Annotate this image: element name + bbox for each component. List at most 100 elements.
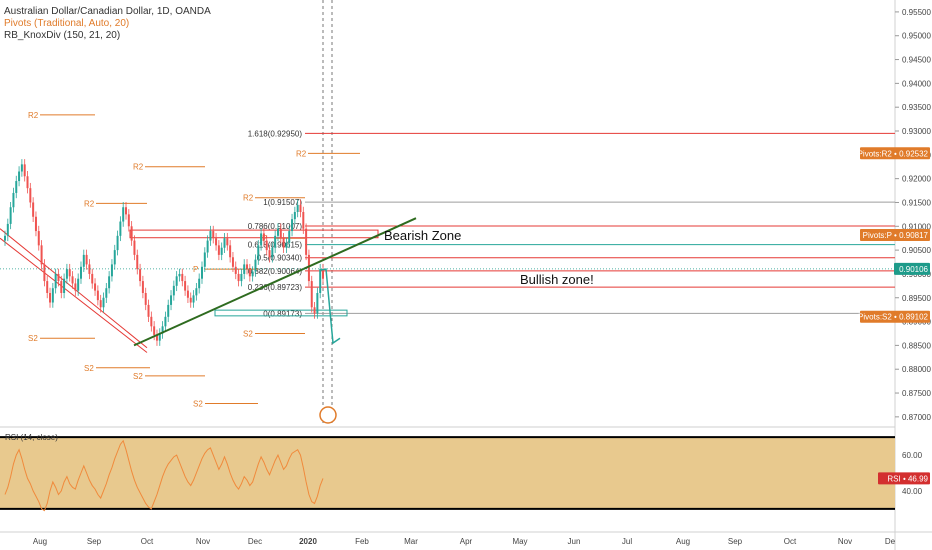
candle-body xyxy=(209,231,212,241)
rsi-tick-label: 40.00 xyxy=(902,487,923,496)
support-zone-box xyxy=(214,309,348,317)
candle-body xyxy=(68,269,71,277)
price-badge xyxy=(860,229,930,242)
candle-body xyxy=(299,204,302,212)
price-tick-label: 0.93500 xyxy=(902,103,931,112)
candle-body xyxy=(82,254,85,267)
price-tick-label: 0.89500 xyxy=(902,294,931,303)
candle-body xyxy=(246,264,249,270)
price-badge-label: Pivots:S2 • 0.89102 xyxy=(858,313,929,322)
candle-body xyxy=(231,257,234,267)
candle-body xyxy=(181,273,184,282)
candle-body xyxy=(279,228,282,239)
candle-body xyxy=(186,290,189,298)
candle-body xyxy=(319,269,322,293)
candle-body xyxy=(155,334,158,341)
time-tick-label: Aug xyxy=(33,537,47,546)
price-badge-label: 0.90106 xyxy=(899,265,928,274)
resistance-zone-box xyxy=(129,229,379,239)
candle-body xyxy=(20,164,23,172)
fib-level-label: 0(0.89173) xyxy=(263,309,302,318)
time-tick-label: Oct xyxy=(141,537,154,546)
price-tick-label: 0.88000 xyxy=(902,365,931,374)
candle-body xyxy=(60,281,63,293)
candle-body xyxy=(251,271,254,277)
time-tick-label: 2020 xyxy=(299,537,317,546)
candle-body xyxy=(293,212,296,220)
candle-body xyxy=(26,176,29,189)
fib-level-label: 0.786(0.91007) xyxy=(248,222,303,231)
time-tick-label: Aug xyxy=(676,537,690,546)
price-tick-label: 0.87500 xyxy=(902,389,931,398)
candle-body xyxy=(262,233,265,241)
price-tick-label: 0.88500 xyxy=(902,341,931,350)
candle-body xyxy=(105,288,108,298)
pivot-level-label: R2 xyxy=(84,199,95,208)
ascending-trendline xyxy=(133,217,417,347)
price-tick-label: 0.95500 xyxy=(902,8,931,17)
candle-body xyxy=(125,207,128,215)
price-tick-label: 0.92000 xyxy=(902,175,931,184)
pivot-level-label: S2 xyxy=(133,372,143,381)
rsi-band xyxy=(0,437,895,509)
pivot-level-label: R2 xyxy=(133,163,144,172)
candle-body xyxy=(91,273,94,284)
time-tick-label: Feb xyxy=(355,537,369,546)
candle-body xyxy=(229,245,232,258)
candle-body xyxy=(206,240,209,253)
candle-body xyxy=(130,226,133,241)
candle-body xyxy=(243,264,246,274)
pivot-level-label: S2 xyxy=(84,364,94,373)
price-badge xyxy=(894,262,930,275)
candle-body xyxy=(49,292,52,303)
fib-level-label: 1.618(0.92950) xyxy=(248,129,303,138)
time-tick-label: Mar xyxy=(404,537,418,546)
candle-body xyxy=(212,231,215,239)
candle-body xyxy=(310,281,313,308)
pivot-level-label: S2 xyxy=(193,400,203,409)
channel-line xyxy=(0,237,148,353)
pivots-indicator-label: Pivots (Traditional, Auto, 20) xyxy=(4,18,130,29)
candle-body xyxy=(313,307,316,314)
candle-body xyxy=(79,266,82,279)
fib-level-label: 0.236(0.89723) xyxy=(248,283,303,292)
knoxdiv-indicator-label: RB_KnoxDiv (150, 21, 20) xyxy=(4,30,121,41)
candle-body xyxy=(215,238,218,246)
candle-body xyxy=(18,171,21,182)
candle-body xyxy=(316,292,319,314)
candle-body xyxy=(200,266,203,279)
candle-body xyxy=(15,181,18,193)
rsi-line xyxy=(4,439,324,512)
candle-body xyxy=(217,245,220,255)
candle-body xyxy=(119,221,122,236)
candle-body xyxy=(167,304,170,317)
rsi-badge xyxy=(878,472,930,485)
candle-body xyxy=(198,278,201,289)
candle-body xyxy=(271,247,274,258)
candle-body xyxy=(189,297,192,303)
chart-title: Australian Dollar/Canadian Dollar, 1D, O… xyxy=(4,6,211,17)
candle-body xyxy=(288,231,291,243)
candle-body xyxy=(37,231,40,246)
candle-body xyxy=(147,304,150,317)
candle-body xyxy=(285,242,288,248)
candle-body xyxy=(77,278,80,291)
candle-body xyxy=(32,202,35,217)
candle-body xyxy=(172,285,175,296)
candle-body xyxy=(63,278,66,293)
candle-body xyxy=(94,283,97,291)
event-marker-icon xyxy=(319,406,337,424)
candle-body xyxy=(282,238,285,248)
candle-body xyxy=(141,281,144,293)
candle-body xyxy=(40,245,43,265)
candle-body xyxy=(6,223,9,236)
candle-body xyxy=(57,273,60,282)
candle-body xyxy=(54,273,57,289)
time-tick-label: Sep xyxy=(728,537,743,546)
candle-body xyxy=(276,228,279,236)
rsi-label: RSI (14, close) xyxy=(5,433,58,442)
time-tick-label: Nov xyxy=(196,537,210,546)
candle-body xyxy=(291,219,294,232)
bearish-zone-annotation: Bearish Zone xyxy=(384,228,462,243)
